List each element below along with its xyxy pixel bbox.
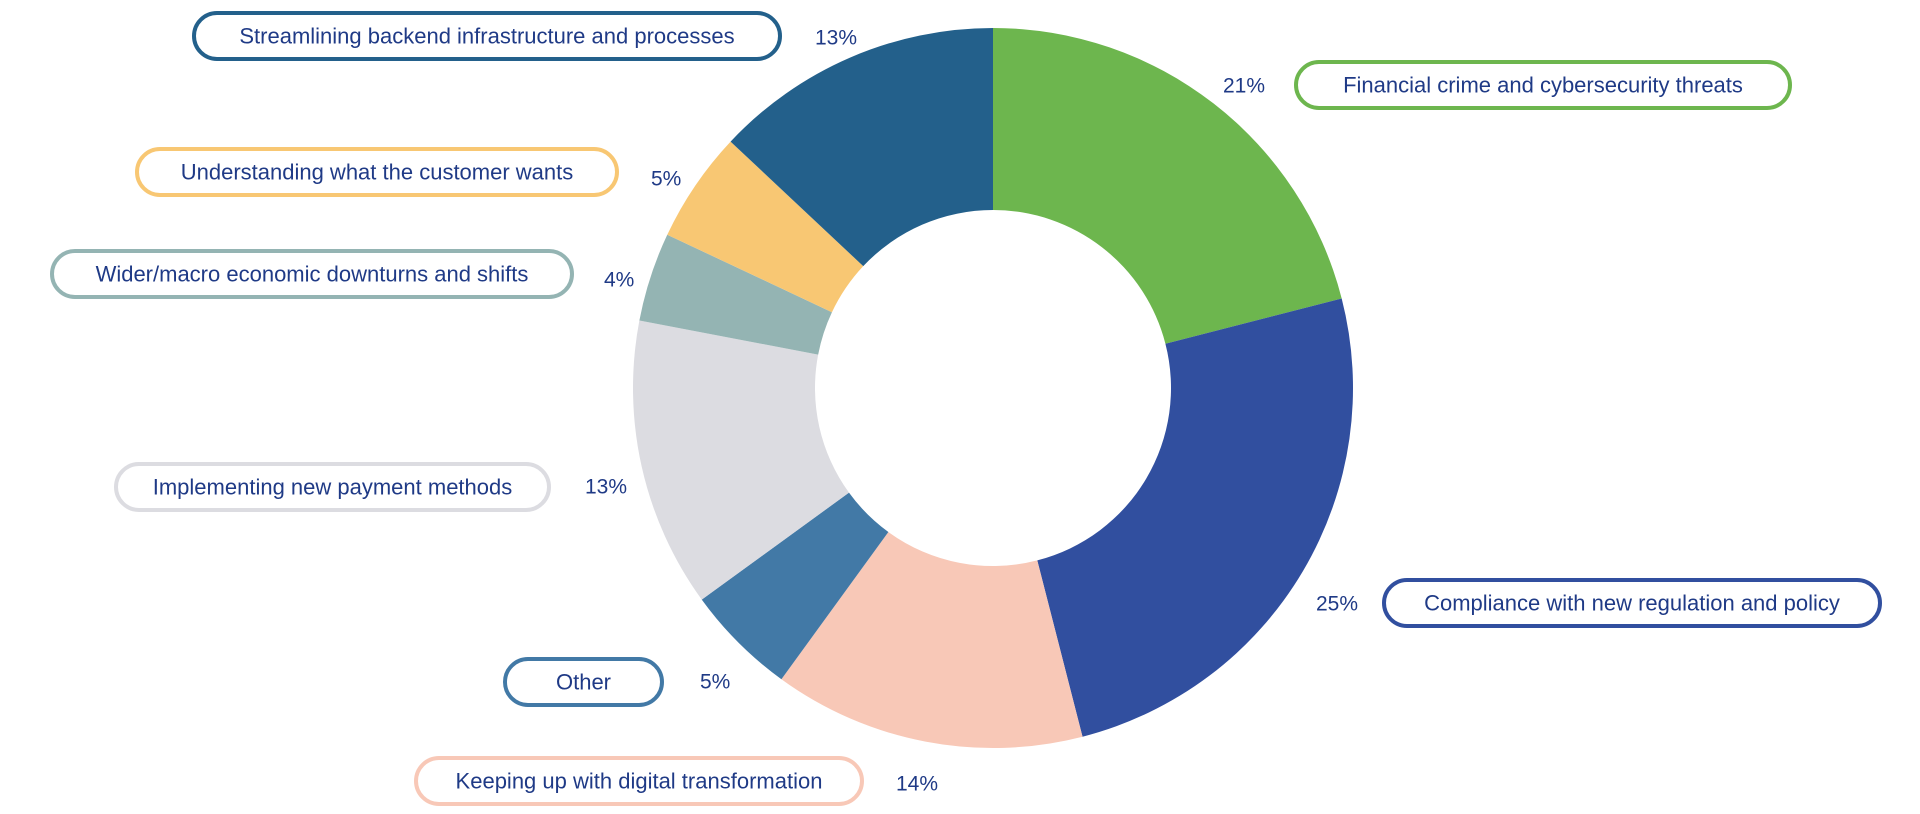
label-pill-wider-macro-economic-downturns-and-shifts xyxy=(50,249,574,299)
label-pill-financial-crime-and-cybersecurity-threats xyxy=(1294,60,1792,110)
label-pill-understanding-what-the-customer-wants xyxy=(135,147,619,197)
label-group-keeping-up-with-digital-transformation: Keeping up with digital transformation 14… xyxy=(414,756,938,806)
slice-value-label-compliance-with-new-regulation-and-policy: 25% xyxy=(1316,593,1358,616)
slice-label-keeping-up-with-digital-transformation: Keeping up with digital transformation xyxy=(456,769,823,794)
slice-value-label-keeping-up-with-digital-transformation: 14% xyxy=(896,773,938,796)
label-pill-other xyxy=(503,657,664,707)
slice-value-label-financial-crime-and-cybersecurity-threats: 21% xyxy=(1223,75,1265,98)
donut-slices xyxy=(633,28,1354,748)
slice-labels: Financial crime and cybersecurity threat… xyxy=(50,11,1882,806)
slice-label-financial-crime-and-cybersecurity-threats: Financial crime and cybersecurity threat… xyxy=(1343,73,1743,98)
label-group-streamlining-backend-infrastructure-and-processes: Streamlining backend infrastructure and … xyxy=(192,11,857,61)
slice-label-wider-macro-economic-downturns-and-shifts: Wider/macro economic downturns and shift… xyxy=(96,262,529,287)
label-group-understanding-what-the-customer-wants: Understanding what the customer wants 5% xyxy=(135,147,681,197)
label-pill-compliance-with-new-regulation-and-policy xyxy=(1382,578,1882,628)
slice-financial-crime-and-cybersecurity-threats xyxy=(993,28,1342,344)
label-group-implementing-new-payment-methods: Implementing new payment methods 13% xyxy=(114,462,627,512)
slice-label-understanding-what-the-customer-wants: Understanding what the customer wants xyxy=(181,160,574,185)
slice-streamlining-backend-infrastructure-and-processes xyxy=(730,28,993,267)
slice-keeping-up-with-digital-transformation xyxy=(781,532,1083,748)
slice-implementing-new-payment-methods xyxy=(633,320,849,600)
label-group-compliance-with-new-regulation-and-policy: Compliance with new regulation and polic… xyxy=(1316,578,1882,628)
slice-wider-macro-economic-downturns-and-shifts xyxy=(639,234,832,355)
label-group-other: Other 5% xyxy=(503,657,730,707)
label-group-wider-macro-economic-downturns-and-shifts: Wider/macro economic downturns and shift… xyxy=(50,249,634,299)
slice-value-label-streamlining-backend-infrastructure-and-processes: 13% xyxy=(815,27,857,50)
label-pill-keeping-up-with-digital-transformation xyxy=(414,756,864,806)
slice-compliance-with-new-regulation-and-policy xyxy=(1037,298,1354,737)
label-pill-streamlining-backend-infrastructure-and-processes xyxy=(192,11,782,61)
label-pill-implementing-new-payment-methods xyxy=(114,462,551,512)
slice-value-label-implementing-new-payment-methods: 13% xyxy=(585,476,627,499)
label-group-financial-crime-and-cybersecurity-threats: Financial crime and cybersecurity threat… xyxy=(1223,60,1792,110)
slice-value-label-other: 5% xyxy=(700,671,730,694)
slice-other xyxy=(701,492,889,680)
slice-value-label-wider-macro-economic-downturns-and-shifts: 4% xyxy=(604,269,634,292)
slice-label-other: Other xyxy=(556,670,611,695)
slice-understanding-what-the-customer-wants xyxy=(667,141,864,313)
slice-label-implementing-new-payment-methods: Implementing new payment methods xyxy=(153,475,513,500)
slice-value-label-understanding-what-the-customer-wants: 5% xyxy=(651,168,681,191)
slice-label-streamlining-backend-infrastructure-and-processes: Streamlining backend infrastructure and … xyxy=(239,24,734,49)
slice-label-compliance-with-new-regulation-and-policy: Compliance with new regulation and polic… xyxy=(1424,591,1840,616)
